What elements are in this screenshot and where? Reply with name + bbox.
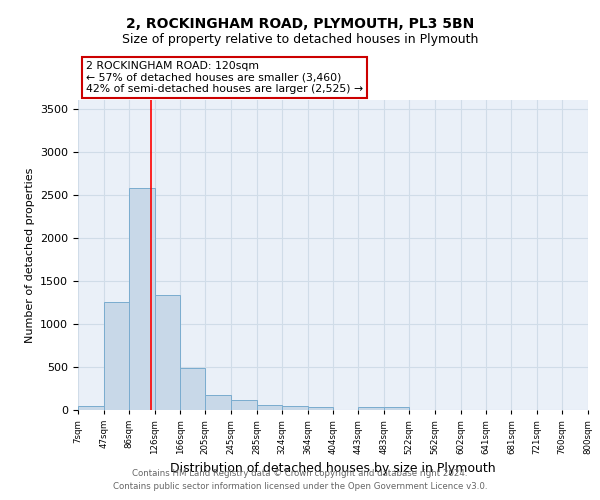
Bar <box>358 406 384 410</box>
Bar <box>205 395 231 410</box>
Bar <box>180 368 205 410</box>
Bar <box>308 408 334 410</box>
Y-axis label: Number of detached properties: Number of detached properties <box>25 168 35 342</box>
Bar <box>129 188 155 410</box>
Bar <box>282 406 308 410</box>
Text: 2, ROCKINGHAM ROAD, PLYMOUTH, PL3 5BN: 2, ROCKINGHAM ROAD, PLYMOUTH, PL3 5BN <box>126 18 474 32</box>
Text: Contains HM Land Registry data © Crown copyright and database right 2024.: Contains HM Land Registry data © Crown c… <box>132 468 468 477</box>
Bar <box>104 302 129 410</box>
Text: Size of property relative to detached houses in Plymouth: Size of property relative to detached ho… <box>122 32 478 46</box>
Text: Contains public sector information licensed under the Open Government Licence v3: Contains public sector information licen… <box>113 482 487 491</box>
X-axis label: Distribution of detached houses by size in Plymouth: Distribution of detached houses by size … <box>170 462 496 475</box>
Bar <box>384 408 409 410</box>
Bar <box>257 406 282 410</box>
Bar <box>155 294 180 410</box>
Bar <box>78 406 104 410</box>
Text: 2 ROCKINGHAM ROAD: 120sqm
← 57% of detached houses are smaller (3,460)
42% of se: 2 ROCKINGHAM ROAD: 120sqm ← 57% of detac… <box>86 60 363 94</box>
Bar <box>231 400 257 410</box>
